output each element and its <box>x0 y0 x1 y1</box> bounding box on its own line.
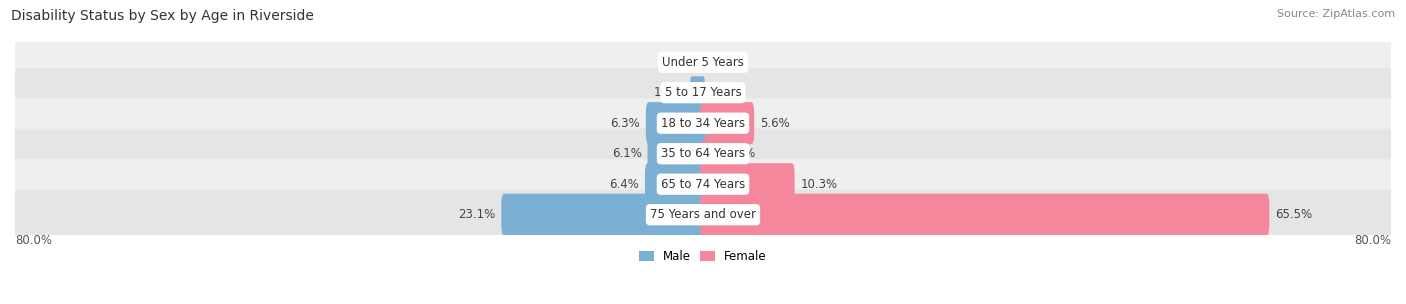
Text: 0.0%: 0.0% <box>661 56 690 69</box>
Text: 0.0%: 0.0% <box>716 86 745 99</box>
FancyBboxPatch shape <box>690 76 704 109</box>
FancyBboxPatch shape <box>13 190 1393 240</box>
FancyBboxPatch shape <box>702 140 710 168</box>
FancyBboxPatch shape <box>645 102 706 144</box>
FancyBboxPatch shape <box>645 163 706 205</box>
Text: Source: ZipAtlas.com: Source: ZipAtlas.com <box>1277 9 1395 19</box>
Text: 10.3%: 10.3% <box>800 178 838 191</box>
Text: 6.4%: 6.4% <box>609 178 640 191</box>
FancyBboxPatch shape <box>700 194 1270 236</box>
Text: 6.1%: 6.1% <box>612 147 643 160</box>
Text: 6.3%: 6.3% <box>610 117 640 130</box>
FancyBboxPatch shape <box>13 129 1393 179</box>
Text: Under 5 Years: Under 5 Years <box>662 56 744 69</box>
Text: 65 to 74 Years: 65 to 74 Years <box>661 178 745 191</box>
Text: 18 to 34 Years: 18 to 34 Years <box>661 117 745 130</box>
Text: 0.76%: 0.76% <box>718 147 755 160</box>
Text: 65.5%: 65.5% <box>1275 208 1312 221</box>
FancyBboxPatch shape <box>13 98 1393 148</box>
FancyBboxPatch shape <box>700 102 754 144</box>
FancyBboxPatch shape <box>13 159 1393 209</box>
FancyBboxPatch shape <box>700 163 794 205</box>
Text: 80.0%: 80.0% <box>15 233 52 247</box>
FancyBboxPatch shape <box>648 133 706 175</box>
Text: 35 to 64 Years: 35 to 64 Years <box>661 147 745 160</box>
Legend: Male, Female: Male, Female <box>640 250 766 263</box>
FancyBboxPatch shape <box>13 68 1393 118</box>
Text: 23.1%: 23.1% <box>458 208 496 221</box>
Text: 80.0%: 80.0% <box>1354 233 1391 247</box>
Text: Disability Status by Sex by Age in Riverside: Disability Status by Sex by Age in River… <box>11 9 314 23</box>
FancyBboxPatch shape <box>502 194 706 236</box>
Text: 75 Years and over: 75 Years and over <box>650 208 756 221</box>
FancyBboxPatch shape <box>13 37 1393 87</box>
Text: 5 to 17 Years: 5 to 17 Years <box>665 86 741 99</box>
Text: 5.6%: 5.6% <box>759 117 790 130</box>
Text: 1.3%: 1.3% <box>654 86 683 99</box>
Text: 0.0%: 0.0% <box>716 56 745 69</box>
